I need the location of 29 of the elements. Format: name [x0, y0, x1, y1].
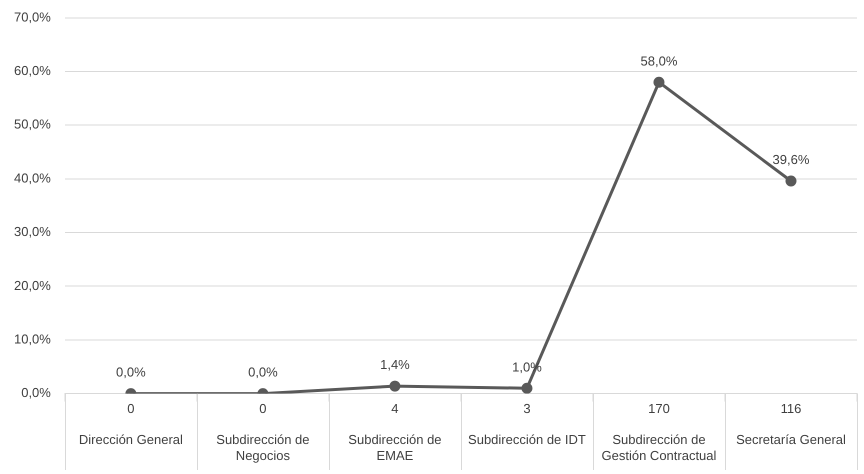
data-label: 0,0% — [248, 364, 278, 380]
data-label: 58,0% — [640, 53, 678, 68]
text: 116 — [780, 400, 802, 416]
x-tick-label: Secretaría General — [736, 432, 846, 448]
y-tick-label: 30,0% — [14, 224, 52, 240]
data-label: 1,4% — [380, 357, 410, 372]
x-tick-label: Subdirección de Negocios — [216, 432, 310, 463]
data-label: 0,0% — [116, 364, 146, 380]
y-tick-label: 0,0% — [21, 385, 52, 400]
text: 3 — [523, 400, 531, 416]
point — [521, 382, 532, 394]
point — [653, 76, 664, 88]
y-tick-label: 10,0% — [14, 331, 52, 346]
text: 0 — [259, 400, 267, 416]
y-tick-label: 40,0% — [14, 170, 52, 186]
y-tick-label: 20,0% — [14, 278, 52, 293]
x-tick-label: Dirección General — [78, 432, 184, 448]
x-tick-label: Subdirección de IDT — [468, 432, 586, 448]
y-tick-label: 60,0% — [14, 63, 52, 78]
y-tick-label: 70,0% — [14, 9, 52, 24]
point — [389, 380, 400, 392]
x-tick-label: Subdirección de EMAE — [348, 432, 442, 463]
data-label: 39,6% — [772, 152, 810, 168]
y-tick-label: 50,0% — [14, 116, 52, 132]
point — [785, 176, 796, 187]
x-tick-label: Subdirección de Gestión Contractual — [602, 432, 717, 463]
text: 0 — [127, 400, 134, 416]
text: 4 — [391, 400, 399, 416]
text: 170 — [648, 400, 670, 416]
